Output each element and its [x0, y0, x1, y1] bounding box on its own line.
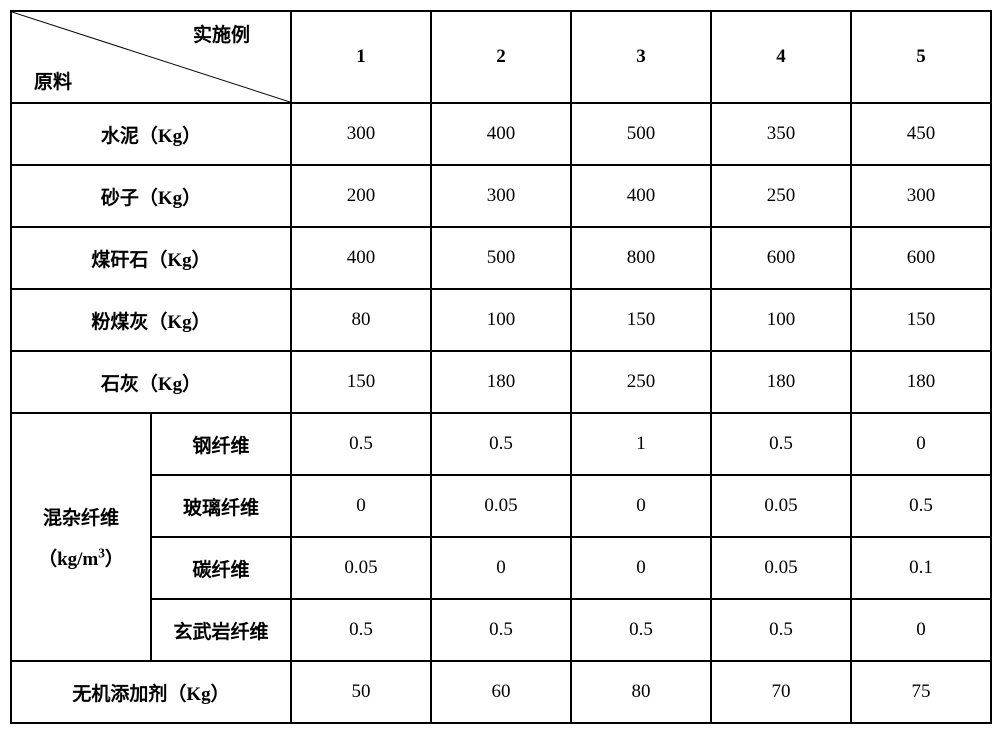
cell: 180 — [711, 351, 851, 413]
table-row: 无机添加剂（Kg） 50 60 80 70 75 — [11, 661, 991, 723]
table-row: 粉煤灰（Kg） 80 100 150 100 150 — [11, 289, 991, 351]
cell: 180 — [851, 351, 991, 413]
cell: 150 — [291, 351, 431, 413]
table-header-row: 实施例 原料 1 2 3 4 5 — [11, 11, 991, 103]
cell: 0.5 — [571, 599, 711, 661]
cell: 300 — [291, 103, 431, 165]
cell: 300 — [851, 165, 991, 227]
cell: 0.5 — [851, 475, 991, 537]
cell: 250 — [711, 165, 851, 227]
col-header-1: 1 — [291, 11, 431, 103]
row-label: 水泥（Kg） — [11, 103, 291, 165]
cell: 0 — [851, 413, 991, 475]
cell: 180 — [431, 351, 571, 413]
col-header-5: 5 — [851, 11, 991, 103]
fiber-sublabel: 玄武岩纤维 — [151, 599, 291, 661]
cell: 1 — [571, 413, 711, 475]
cell: 350 — [711, 103, 851, 165]
fiber-sublabel: 钢纤维 — [151, 413, 291, 475]
table-row: 混杂纤维 （kg/m3） 钢纤维 0.5 0.5 1 0.5 0 — [11, 413, 991, 475]
cell: 100 — [431, 289, 571, 351]
cell: 400 — [571, 165, 711, 227]
unit-sup: 3 — [98, 546, 105, 561]
table-row: 水泥（Kg） 300 400 500 350 450 — [11, 103, 991, 165]
unit-post: ） — [105, 549, 124, 570]
cell: 0.05 — [431, 475, 571, 537]
col-header-4: 4 — [711, 11, 851, 103]
cell: 600 — [851, 227, 991, 289]
cell: 70 — [711, 661, 851, 723]
cell: 0 — [851, 599, 991, 661]
cell: 200 — [291, 165, 431, 227]
cell: 150 — [851, 289, 991, 351]
diagonal-header-cell: 实施例 原料 — [11, 11, 291, 103]
cell: 0 — [571, 537, 711, 599]
fiber-group-label-line1: 混杂纤维 — [12, 503, 150, 530]
cell: 0 — [571, 475, 711, 537]
col-header-3: 3 — [571, 11, 711, 103]
table-row: 砂子（Kg） 200 300 400 250 300 — [11, 165, 991, 227]
fiber-sublabel: 玻璃纤维 — [151, 475, 291, 537]
table-row: 玻璃纤维 0 0.05 0 0.05 0.5 — [11, 475, 991, 537]
table-row: 碳纤维 0.05 0 0 0.05 0.1 — [11, 537, 991, 599]
table-row: 石灰（Kg） 150 180 250 180 180 — [11, 351, 991, 413]
cell: 0.1 — [851, 537, 991, 599]
fiber-sublabel: 碳纤维 — [151, 537, 291, 599]
cell: 500 — [571, 103, 711, 165]
row-label: 砂子（Kg） — [11, 165, 291, 227]
row-label: 粉煤灰（Kg） — [11, 289, 291, 351]
cell: 150 — [571, 289, 711, 351]
header-top-label: 实施例 — [193, 20, 250, 47]
cell: 0.5 — [431, 599, 571, 661]
cell: 300 — [431, 165, 571, 227]
row-label: 石灰（Kg） — [11, 351, 291, 413]
cell: 600 — [711, 227, 851, 289]
cell: 50 — [291, 661, 431, 723]
cell: 60 — [431, 661, 571, 723]
cell: 0.05 — [711, 537, 851, 599]
cell: 450 — [851, 103, 991, 165]
cell: 0.05 — [711, 475, 851, 537]
cell: 0 — [291, 475, 431, 537]
cell: 0.5 — [431, 413, 571, 475]
table-row: 煤矸石（Kg） 400 500 800 600 600 — [11, 227, 991, 289]
cell: 80 — [571, 661, 711, 723]
table-row: 玄武岩纤维 0.5 0.5 0.5 0.5 0 — [11, 599, 991, 661]
cell: 0.5 — [711, 413, 851, 475]
cell: 0.5 — [291, 413, 431, 475]
cell: 0.05 — [291, 537, 431, 599]
cell: 75 — [851, 661, 991, 723]
cell: 250 — [571, 351, 711, 413]
cell: 0 — [431, 537, 571, 599]
cell: 0.5 — [711, 599, 851, 661]
cell: 100 — [711, 289, 851, 351]
cell: 0.5 — [291, 599, 431, 661]
cell: 80 — [291, 289, 431, 351]
cell: 400 — [431, 103, 571, 165]
row-label: 无机添加剂（Kg） — [11, 661, 291, 723]
header-bottom-label: 原料 — [34, 67, 72, 94]
row-label: 煤矸石（Kg） — [11, 227, 291, 289]
unit-pre: （kg/m — [38, 549, 98, 570]
materials-table: 实施例 原料 1 2 3 4 5 水泥（Kg） 300 400 500 350 … — [10, 10, 992, 724]
cell: 500 — [431, 227, 571, 289]
fiber-group-label-line2: （kg/m3） — [12, 544, 150, 571]
cell: 800 — [571, 227, 711, 289]
col-header-2: 2 — [431, 11, 571, 103]
fiber-group-label: 混杂纤维 （kg/m3） — [11, 413, 151, 661]
cell: 400 — [291, 227, 431, 289]
